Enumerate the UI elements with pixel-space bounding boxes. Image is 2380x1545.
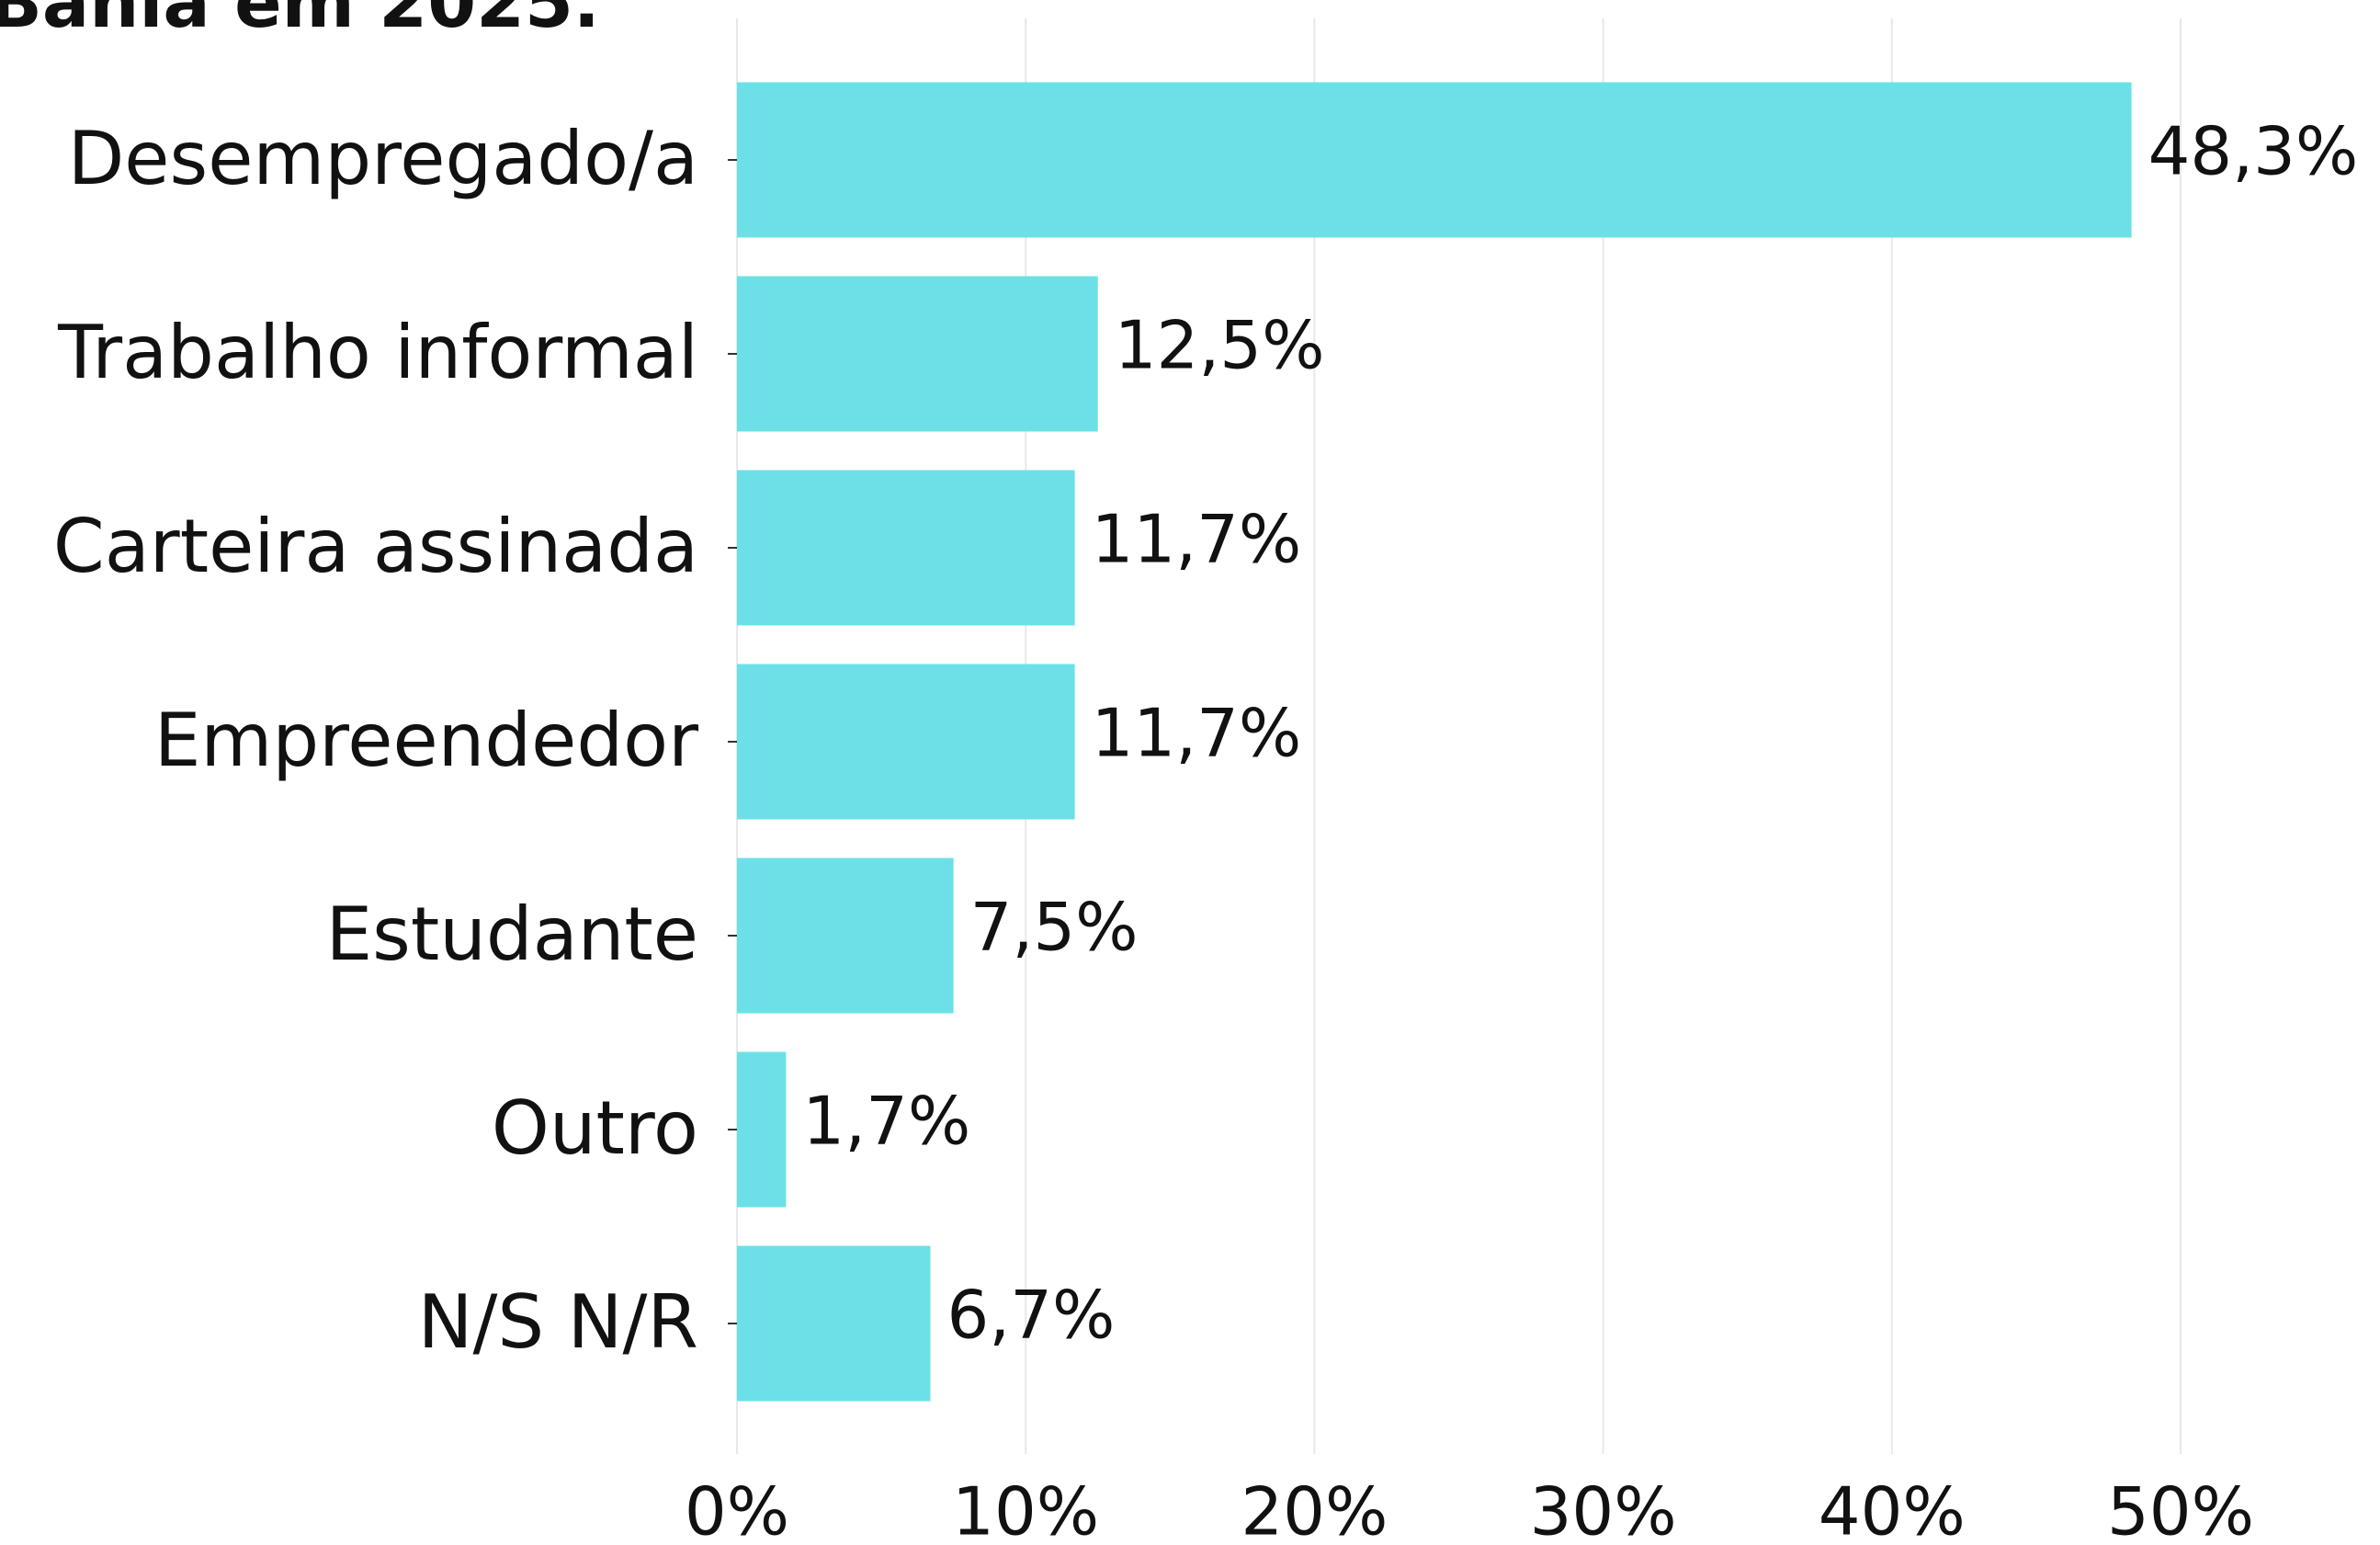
- value-label: 11,7%: [1092, 695, 1302, 772]
- y-tick-label: Carteira assinada: [53, 504, 698, 589]
- bar: [737, 664, 1075, 820]
- y-tick-label: Outro: [492, 1085, 698, 1171]
- x-tick-label: 0%: [685, 1473, 789, 1545]
- x-tick-label: 10%: [952, 1473, 1099, 1545]
- x-tick-label: 50%: [2107, 1473, 2254, 1545]
- value-label: 11,7%: [1092, 501, 1302, 578]
- chart-title: Bahia em 2025.: [0, 0, 600, 43]
- value-label: 6,7%: [947, 1277, 1116, 1354]
- bar: [737, 858, 954, 1014]
- y-tick-label: Empreendedor: [154, 698, 698, 783]
- y-tick-label: Desempregado/a: [68, 116, 698, 201]
- x-tick-label: 40%: [1819, 1473, 1966, 1545]
- y-tick-label: Estudante: [326, 892, 698, 977]
- value-label: 7,5%: [970, 889, 1139, 966]
- bar: [737, 1245, 931, 1402]
- bar: [737, 470, 1075, 626]
- value-label: 1,7%: [802, 1083, 970, 1160]
- value-label: 48,3%: [2148, 113, 2359, 190]
- x-tick-label: 30%: [1530, 1473, 1677, 1545]
- bar: [737, 82, 2132, 238]
- y-tick-label: N/S N/R: [418, 1279, 698, 1365]
- x-tick-label: 20%: [1241, 1473, 1388, 1545]
- bar: [737, 276, 1098, 432]
- value-label: 12,5%: [1115, 307, 1325, 384]
- bar: [737, 1051, 787, 1208]
- y-tick-label: Trabalho informal: [57, 310, 698, 395]
